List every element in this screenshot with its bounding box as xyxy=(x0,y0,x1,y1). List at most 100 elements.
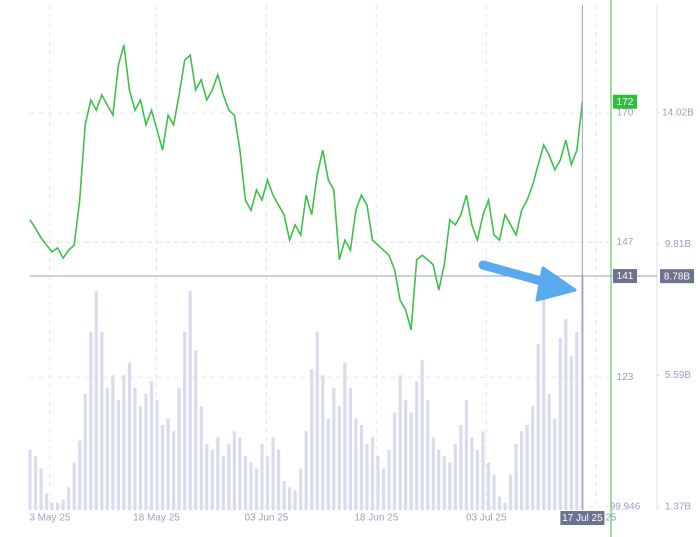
volume-bar xyxy=(288,487,292,510)
volume-bar xyxy=(50,502,54,510)
volume-bar xyxy=(72,462,76,510)
crosshair-volume-badge-bg xyxy=(660,269,694,284)
volume-bar xyxy=(227,443,231,510)
volume-bar xyxy=(348,387,352,510)
y2-tick-label: 9.81B xyxy=(665,239,691,250)
volume-bar xyxy=(238,437,242,510)
volume-bar xyxy=(265,456,270,510)
volume-bar xyxy=(398,375,402,510)
y-tick-label: 123 xyxy=(617,372,634,383)
y2-tick-label: 14.02B xyxy=(662,108,694,119)
volume-bar xyxy=(553,418,557,510)
volume-bar xyxy=(536,344,540,510)
volume-bar xyxy=(67,487,71,510)
volume-bar xyxy=(354,418,358,510)
volume-bar xyxy=(116,400,120,510)
last-price-badge-bg xyxy=(613,94,637,109)
volume-bar xyxy=(326,418,330,510)
volume-bar xyxy=(144,393,148,510)
volume-bar xyxy=(332,387,336,510)
volume-bar xyxy=(558,337,562,510)
volume-bar xyxy=(56,502,60,510)
volume-bar xyxy=(188,291,192,510)
volume-bar xyxy=(78,440,82,510)
volume-bar xyxy=(127,362,132,510)
volume-bar xyxy=(359,425,364,510)
volume-bar xyxy=(475,449,480,510)
volume-bar xyxy=(404,400,408,510)
volume-bar xyxy=(254,468,259,510)
volume-bar xyxy=(122,375,126,510)
crosshair-price-badge: 141 xyxy=(617,271,634,282)
last-price-badge: 172 xyxy=(617,97,634,108)
volume-bar xyxy=(381,468,386,510)
volume-bar xyxy=(172,431,176,510)
volume-bar xyxy=(299,468,303,510)
volume-bar xyxy=(321,375,325,510)
y2-tick-label: 1.37B xyxy=(665,502,691,513)
volume-bar xyxy=(100,331,104,510)
y-tick-label: 170 xyxy=(617,108,634,119)
volume-bar xyxy=(426,400,430,510)
volume-bar xyxy=(497,496,502,510)
volume-bar xyxy=(448,462,452,510)
volume-bar xyxy=(464,400,468,510)
price-line xyxy=(29,44,584,331)
volume-bar xyxy=(387,449,391,510)
volume-bar xyxy=(105,387,109,510)
volume-bar xyxy=(133,387,137,510)
volume-bar xyxy=(470,437,474,510)
volume-bar xyxy=(260,443,264,510)
volume-bar xyxy=(89,331,93,510)
x-tick-label: 03 Jun 25 xyxy=(244,513,288,524)
volume-bar xyxy=(160,425,165,510)
volume-bar xyxy=(514,443,518,510)
volume-bar xyxy=(194,350,198,510)
x-tick-label: 3 May 25 xyxy=(29,513,71,524)
volume-bar xyxy=(293,490,297,510)
volume-bar xyxy=(221,456,225,510)
volume-bar xyxy=(39,468,43,510)
volume-bar xyxy=(310,368,314,510)
y2-tick-label: 5.59B xyxy=(665,370,691,381)
volume-bar xyxy=(409,412,413,510)
x-tick-label: 18 May 25 xyxy=(133,513,180,524)
volume-bar xyxy=(177,387,181,510)
arrow-head xyxy=(535,266,577,302)
volume-bar xyxy=(44,493,49,510)
volume-bar xyxy=(392,412,397,510)
y-tick-label: 147 xyxy=(617,237,634,248)
volume-bar xyxy=(28,449,32,510)
volume-bar xyxy=(183,331,187,510)
volume-bar xyxy=(166,418,170,510)
crosshair-date-badge: 17 Jul 25 xyxy=(562,513,603,524)
volume-bar xyxy=(575,331,579,510)
crosshair-volume-badge: 8.78B xyxy=(664,271,690,282)
volume-bar xyxy=(83,393,87,510)
volume-bar xyxy=(376,456,380,510)
volume-bar xyxy=(486,462,491,510)
volume-bar xyxy=(420,359,424,510)
x-tick-label: 18 Jun 25 xyxy=(354,513,398,524)
volume-bar xyxy=(370,437,375,510)
volume-bar xyxy=(525,425,529,510)
volume-bar xyxy=(520,431,524,510)
volume-bar xyxy=(271,437,275,510)
volume-bar xyxy=(276,449,281,510)
volume-bar xyxy=(547,393,551,510)
volume-bar xyxy=(315,331,319,510)
volume-bar xyxy=(155,400,159,510)
volume-bar xyxy=(337,406,341,510)
volume-bar xyxy=(33,456,38,510)
volume-bar xyxy=(564,319,568,510)
volume-bar xyxy=(138,406,143,510)
volume-bar xyxy=(481,431,485,510)
volume-bar xyxy=(431,437,435,510)
volume-bar xyxy=(492,474,496,510)
volume-bar xyxy=(531,406,535,510)
y-tick-label: 99.946 xyxy=(610,502,641,513)
volume-bar xyxy=(282,481,286,510)
volume-bar xyxy=(304,431,308,510)
volume-bar xyxy=(243,456,248,510)
volume-bar xyxy=(459,425,463,510)
